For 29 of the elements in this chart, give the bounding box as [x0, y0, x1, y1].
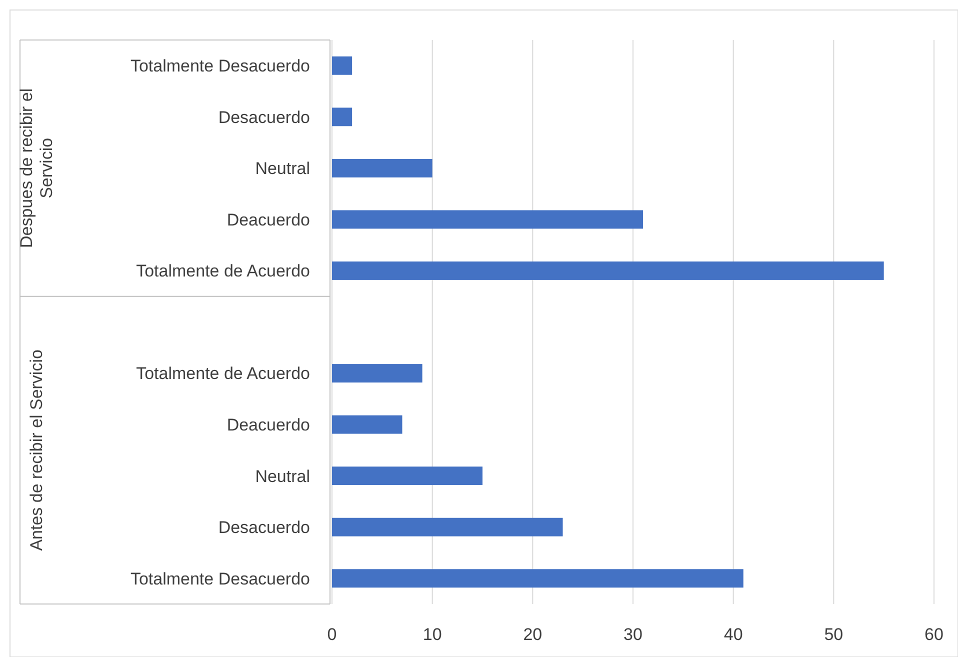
bar: [332, 466, 482, 486]
y-tick-label: Totalmente de Acuerdo: [136, 364, 310, 384]
y-tick-label: Totalmente Desacuerdo: [130, 56, 310, 76]
y-tick-label: Deacuerdo: [226, 415, 310, 434]
bar: [332, 56, 352, 75]
x-tick-label: 0: [327, 625, 337, 644]
y-tick-label: Desacuerdo: [218, 108, 310, 127]
text: Despues de recibir el Servicio: [17, 88, 56, 248]
y-tick-label: Totalmente Desacuerdo: [130, 569, 310, 588]
x-tick-label: 10: [422, 625, 442, 644]
y-tick-label: Neutral: [255, 466, 310, 486]
text: Antes de recibir el Servicio: [27, 350, 46, 551]
bar: [332, 569, 744, 588]
x-tick-label: 40: [724, 625, 743, 644]
x-tick-label: 20: [523, 625, 542, 644]
bar: [332, 210, 644, 229]
y-tick-label: Desacuerdo: [218, 518, 310, 538]
bar: [332, 108, 352, 126]
bar: [332, 262, 884, 280]
x-tick-label: 60: [924, 625, 944, 644]
bar: [332, 518, 563, 536]
y-tick-label: Deacuerdo: [226, 210, 310, 230]
x-tick-label: 50: [824, 625, 844, 644]
bar: [332, 364, 422, 382]
y-tick-label: Totalmente de Acuerdo: [136, 262, 310, 281]
bar: [332, 415, 402, 434]
bar: [332, 158, 432, 178]
x-tick-label: 30: [624, 625, 642, 644]
y-tick-label: Neutral: [255, 159, 310, 178]
